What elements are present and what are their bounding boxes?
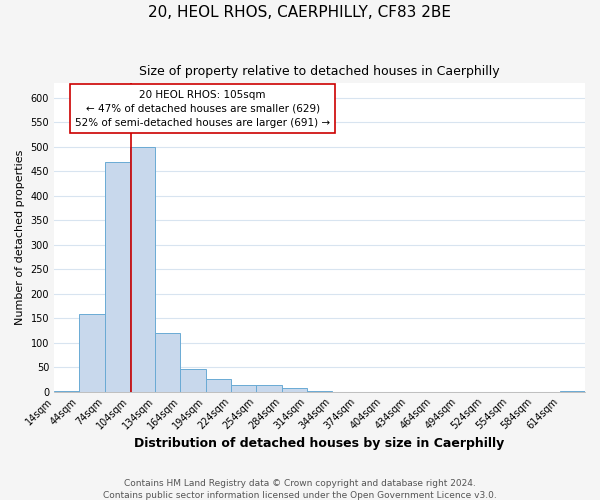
Bar (560, 390, 585, 392)
Bar (79, 314, 104, 392)
Title: Size of property relative to detached houses in Caerphilly: Size of property relative to detached ho… (139, 65, 500, 78)
Bar (155, 333, 181, 392)
Bar (54, 390, 79, 392)
Bar (256, 386, 281, 392)
Bar (281, 388, 307, 392)
Bar (181, 368, 206, 392)
Text: 20 HEOL RHOS: 105sqm
← 47% of detached houses are smaller (629)
52% of semi-deta: 20 HEOL RHOS: 105sqm ← 47% of detached h… (75, 90, 330, 128)
X-axis label: Distribution of detached houses by size in Caerphilly: Distribution of detached houses by size … (134, 437, 505, 450)
Bar (130, 147, 155, 392)
Bar (307, 390, 332, 392)
Bar (104, 162, 130, 392)
Bar (231, 386, 256, 392)
Text: 20, HEOL RHOS, CAERPHILLY, CF83 2BE: 20, HEOL RHOS, CAERPHILLY, CF83 2BE (149, 5, 452, 20)
Bar (206, 380, 231, 392)
Text: Contains HM Land Registry data © Crown copyright and database right 2024.
Contai: Contains HM Land Registry data © Crown c… (103, 478, 497, 500)
Y-axis label: Number of detached properties: Number of detached properties (15, 150, 25, 325)
